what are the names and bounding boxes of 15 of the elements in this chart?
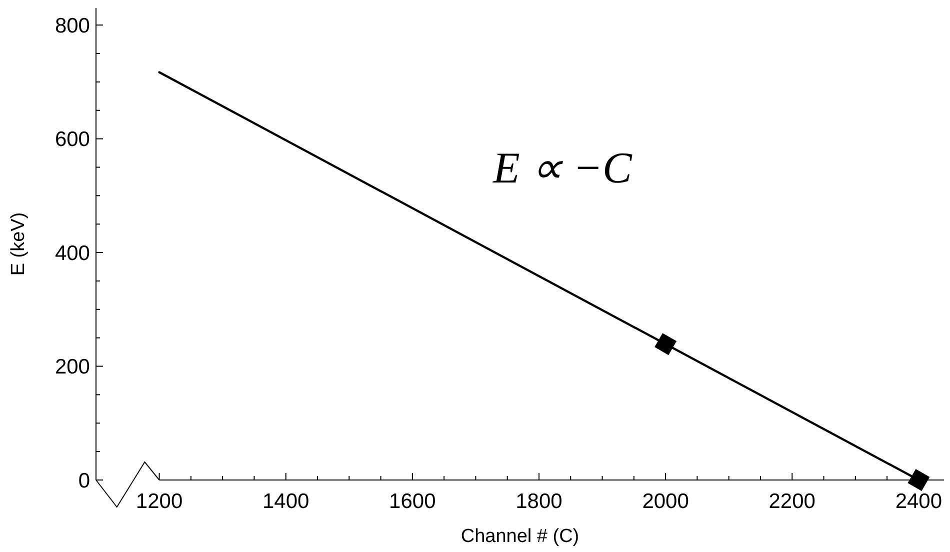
x-tick-label: 1400 bbox=[262, 490, 310, 513]
x-tick-label: 1200 bbox=[136, 490, 183, 513]
x-tick-label: 2000 bbox=[642, 490, 689, 513]
annotation: E ∝ −C bbox=[492, 144, 633, 193]
x-axis-title: Channel # (C) bbox=[460, 526, 580, 547]
x-tick-label: 1800 bbox=[516, 490, 562, 513]
y-tick-label: 400 bbox=[54, 242, 90, 265]
y-tick-label: 0 bbox=[78, 469, 90, 492]
y-axis-title: E (keV) bbox=[8, 212, 29, 276]
y-tick-label: 800 bbox=[54, 14, 90, 38]
x-tick-label: 2200 bbox=[768, 490, 816, 513]
x-tick-label: 2400 bbox=[895, 490, 942, 513]
y-tick-label: 600 bbox=[54, 128, 90, 152]
y-tick-label: 200 bbox=[54, 356, 90, 379]
x-tick-label: 1600 bbox=[389, 490, 436, 513]
